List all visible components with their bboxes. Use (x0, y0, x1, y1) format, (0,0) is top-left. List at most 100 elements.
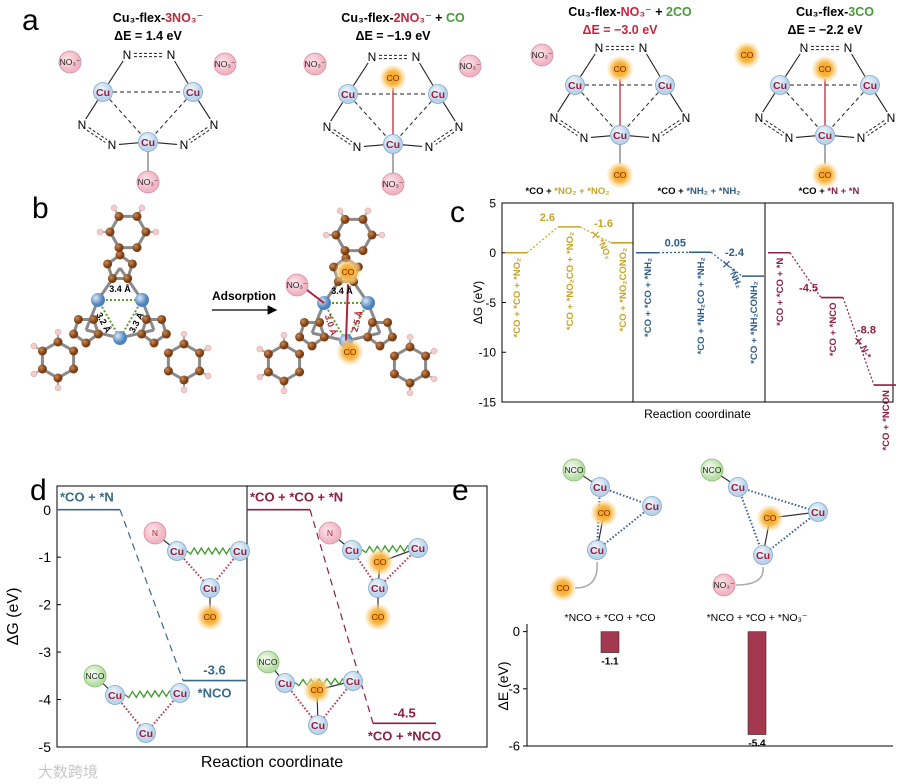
cu-atom (138, 132, 158, 152)
cu-atom (587, 540, 607, 560)
adsorption-bond (345, 283, 349, 342)
c-atom (69, 329, 79, 339)
panel-label: d (30, 474, 47, 507)
n-atom: N (639, 41, 648, 55)
transition-label: N-* (859, 344, 874, 360)
value-label: -4.5 (393, 705, 415, 720)
c-atom (263, 367, 273, 377)
structure-title-part: Cu₃-flex- (796, 5, 848, 19)
nn-bond (763, 122, 783, 136)
bond (669, 93, 683, 113)
cu-label: Cu (756, 550, 770, 562)
transition-marker (723, 260, 730, 268)
structure-title: Cu₃-flex-2NO₃⁻ + CO (341, 11, 465, 25)
ligand-pink (712, 573, 736, 597)
c-atom (279, 376, 289, 386)
c-atom (387, 332, 397, 342)
h-atom (30, 370, 38, 378)
state-label: *NCO (198, 686, 232, 701)
cu-atom (342, 540, 362, 560)
nn-bond (867, 122, 887, 136)
bond (330, 102, 344, 122)
n-atom: N (785, 131, 794, 145)
ligand-pink (318, 521, 342, 545)
cu-label: Cu (141, 137, 155, 149)
nn-bond (190, 129, 210, 143)
c-atom (389, 369, 399, 379)
state-label: *CO + *NH₂CO + *NH₂ (696, 257, 707, 354)
c-atom (405, 342, 415, 352)
c-atom (53, 337, 63, 347)
state-label: *CO + *CO + *N (250, 490, 343, 505)
c-atom (141, 227, 151, 237)
structure-energy: ΔE = −1.9 eV (355, 29, 431, 43)
bond (795, 135, 816, 138)
c-atom (179, 375, 189, 385)
ligand-co (757, 505, 783, 531)
cu-atom (728, 477, 748, 497)
ligand-label: N (327, 528, 333, 538)
cu-label: Cu (186, 87, 200, 99)
structure-title-part: 2CO (666, 5, 692, 19)
cu-label: Cu (731, 482, 745, 494)
cu-label: Cu (773, 80, 787, 92)
cu-ball (113, 331, 127, 345)
structure-energy: ΔE = −3.0 eV (582, 23, 658, 37)
bond (85, 100, 99, 120)
structure-title-part: 2NO₃⁻ (394, 11, 432, 25)
c-atom (421, 369, 431, 379)
value-label: 2.6 (540, 212, 555, 224)
ligand-label: NCO (703, 465, 722, 475)
cu-label: Cu (278, 678, 292, 690)
bond (646, 53, 661, 77)
bond (874, 93, 888, 113)
bond (197, 100, 211, 120)
section-header-part: *NO₂ + *NO₂ (554, 186, 609, 197)
n-atom: N (180, 138, 189, 152)
h-atom (54, 328, 62, 336)
bond (851, 53, 866, 77)
bond (118, 142, 139, 145)
distance-line (97, 299, 121, 339)
state-label: *CO + *NO₂CO + *NO₂ (565, 232, 576, 330)
cu-atom (93, 82, 113, 102)
y-tick-label: 0 (513, 624, 520, 639)
nn-bond (433, 129, 453, 143)
n-atom: N (368, 50, 377, 64)
coil-bond (361, 544, 409, 554)
n-atom: N (210, 118, 219, 132)
carbon-ring (392, 345, 428, 385)
nn-bond (86, 129, 106, 143)
c-atom (163, 366, 173, 376)
cu-atom (408, 538, 428, 558)
structure-title-part: NO₃⁻ (621, 5, 652, 19)
panel-label: b (32, 192, 49, 225)
c-atom (127, 259, 137, 269)
cu-atom (275, 673, 295, 693)
cu-label: Cu (203, 583, 217, 595)
ligand-pink (213, 52, 237, 76)
c-atom (37, 346, 47, 356)
h-atom (152, 228, 160, 236)
value-label: 0.05 (665, 237, 686, 249)
y-tick-label: -3 (508, 681, 520, 696)
dotted-bond (737, 486, 764, 556)
n-atom: N (412, 50, 421, 64)
c-atom (114, 211, 124, 221)
cu-label: Cu (371, 583, 385, 595)
nn-bond (662, 122, 682, 136)
cu-ball (135, 293, 149, 307)
ligand-label: CO (741, 50, 754, 60)
h-atom (96, 228, 104, 236)
c-atom (340, 246, 350, 256)
nn-bond (558, 122, 578, 136)
ligand-pink (58, 50, 82, 74)
cu-cu-dash (626, 92, 659, 128)
structure-title-part: Cu₃-flex- (113, 11, 165, 25)
adsorption-bond (306, 289, 325, 304)
ligand-label: CO (311, 685, 324, 695)
nn-bond (333, 129, 353, 143)
c-atom (363, 332, 373, 342)
ligand-pink (381, 172, 405, 196)
step-annotation: -8.8 (857, 324, 876, 336)
